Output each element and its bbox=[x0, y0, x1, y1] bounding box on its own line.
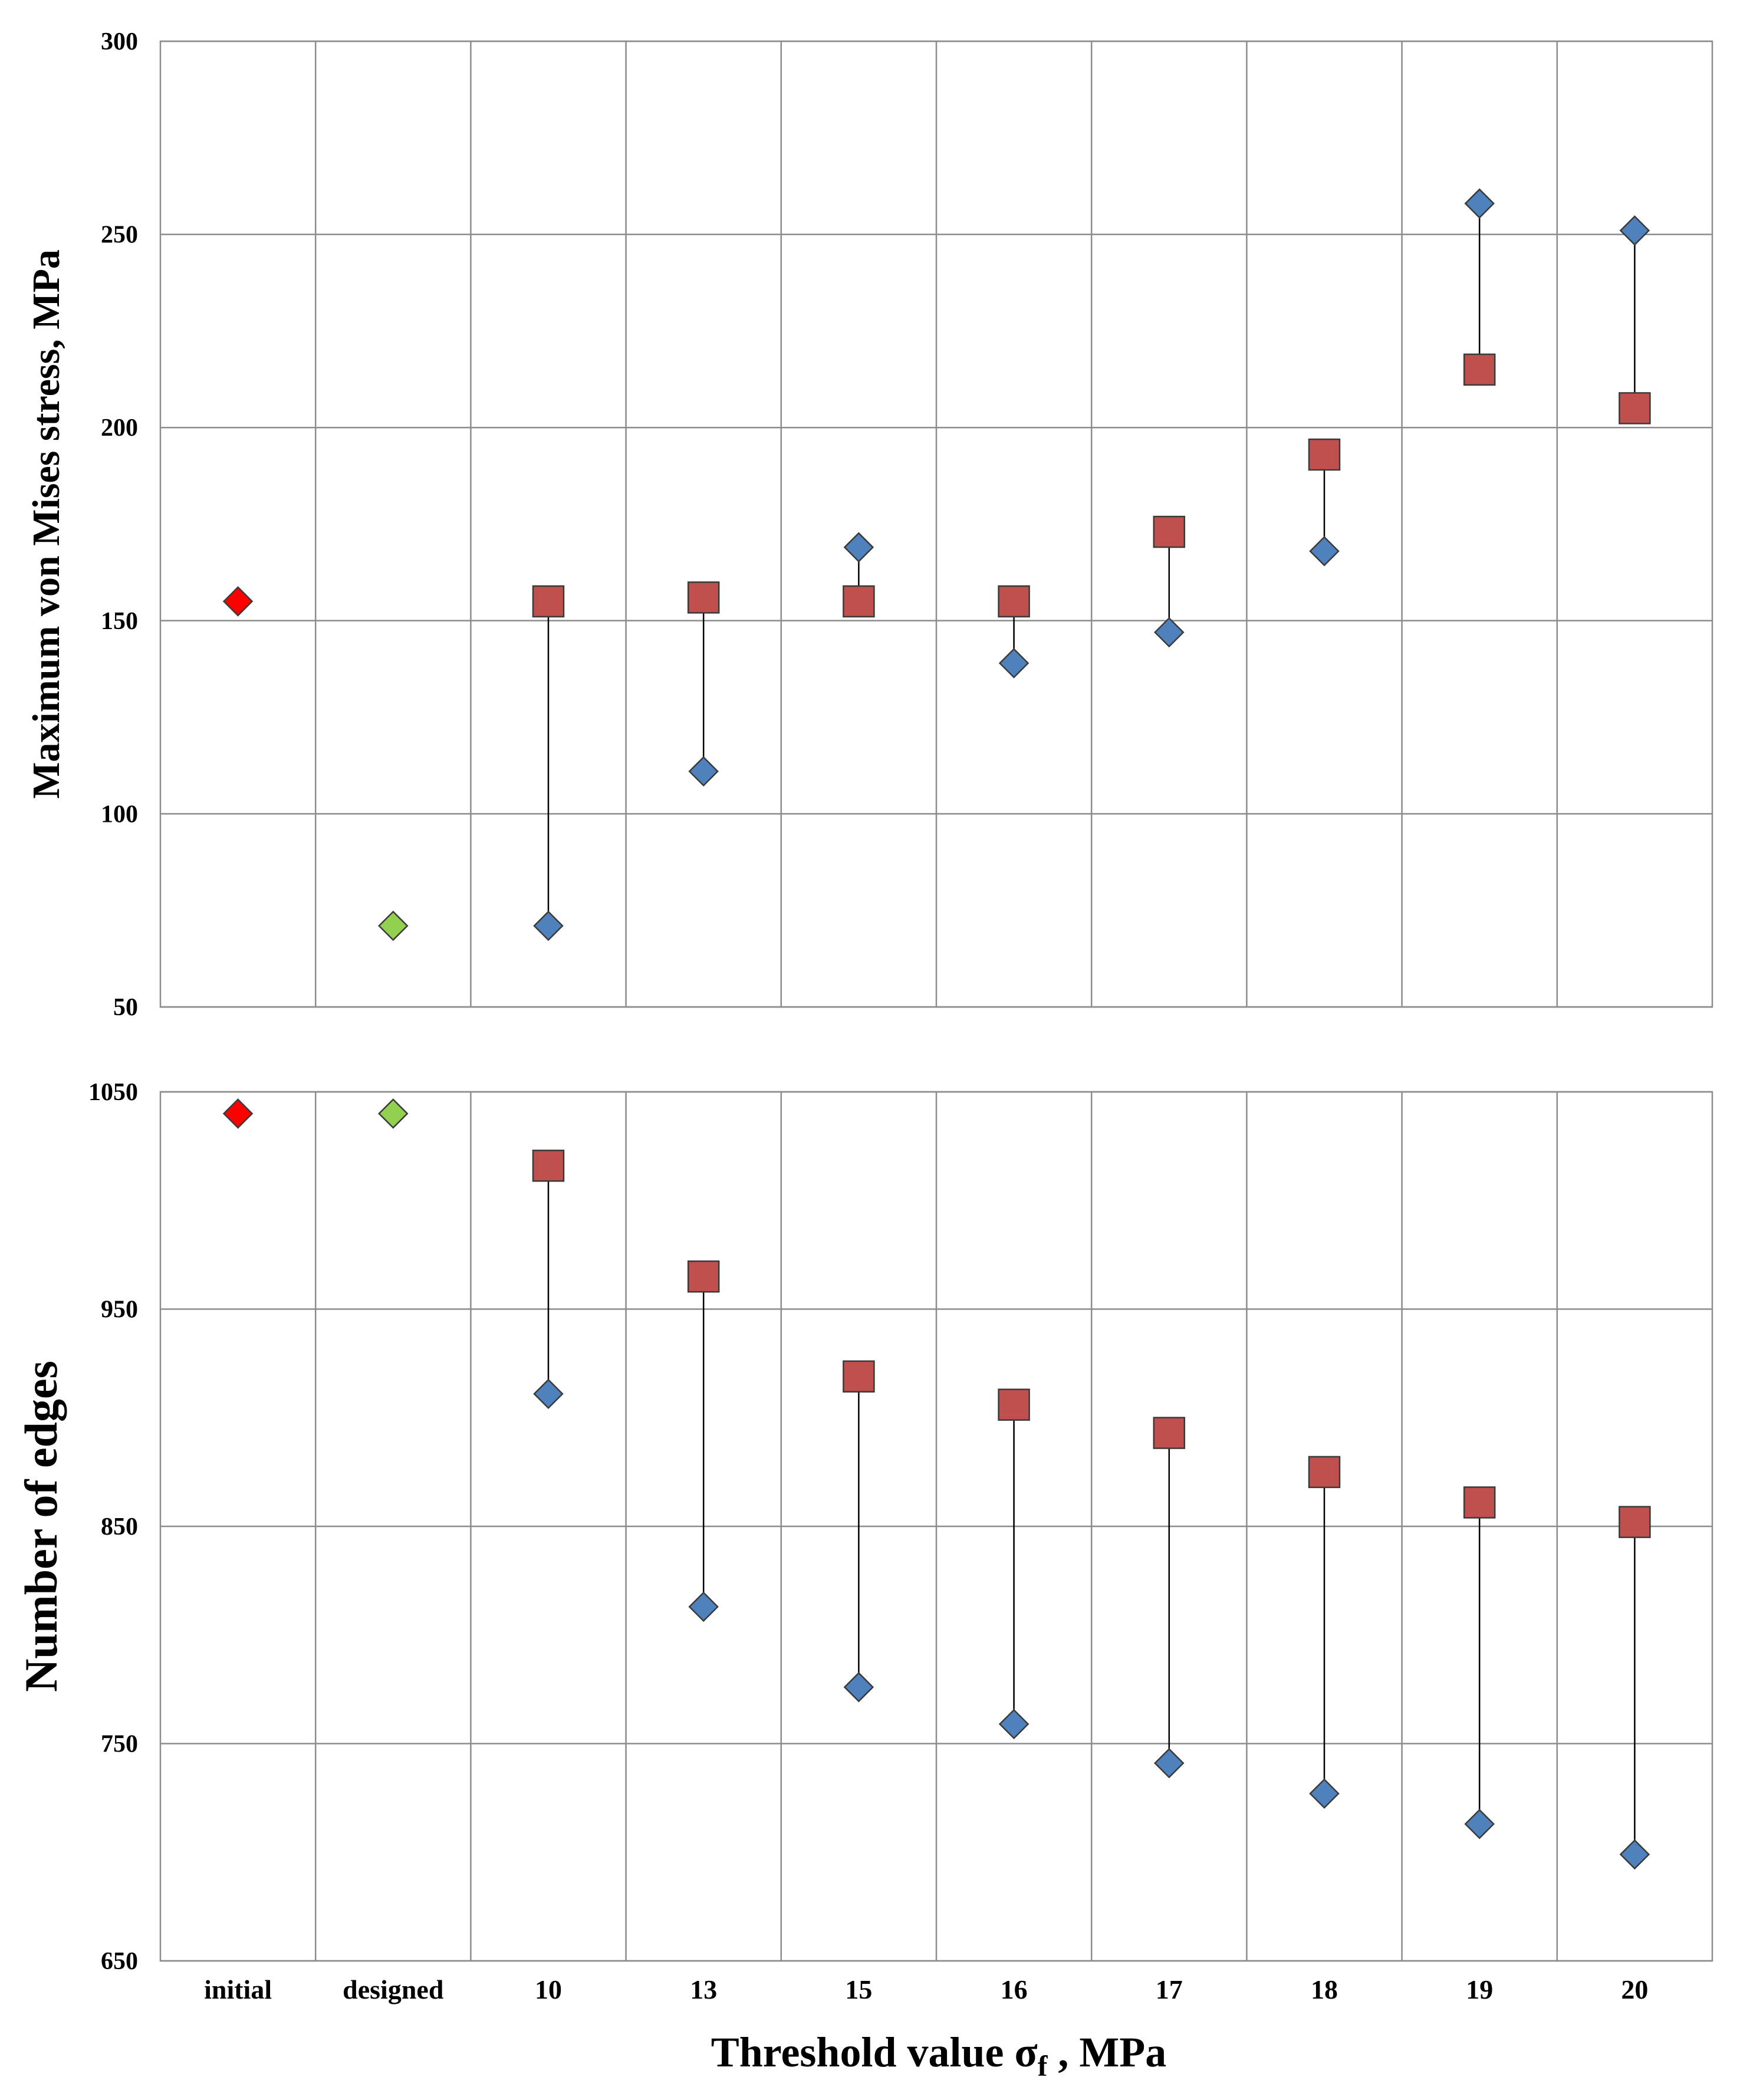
diamond-marker-13 bbox=[688, 756, 719, 787]
diamond-marker-16 bbox=[998, 648, 1029, 679]
diamond-marker-19 bbox=[1464, 1809, 1495, 1839]
x-tick-label-20: 20 bbox=[1621, 1974, 1648, 2004]
x-tick-label-initial: initial bbox=[204, 1974, 272, 2004]
square-marker-20 bbox=[1619, 1506, 1651, 1538]
x-axis-title-main: Threshold value σ bbox=[711, 2029, 1038, 2076]
x-tick-label-designed: designed bbox=[343, 1974, 444, 2004]
square-marker-20 bbox=[1619, 392, 1651, 424]
x-tick-label-19: 19 bbox=[1466, 1974, 1493, 2004]
x-tick-label-16: 16 bbox=[1001, 1974, 1028, 2004]
x-tick-label-13: 13 bbox=[690, 1974, 717, 2004]
y-tick-label-1050: 1050 bbox=[88, 1079, 138, 1106]
y-tick-label-300: 300 bbox=[101, 28, 138, 55]
square-marker-13 bbox=[687, 581, 720, 614]
x-tick-label-15: 15 bbox=[845, 1974, 872, 2004]
square-marker-18 bbox=[1308, 438, 1341, 471]
stress-panel: 50 100 150 200 250 300 Maximum von Mises stres… bbox=[25, 28, 1713, 1021]
y-tick-label-100: 100 bbox=[101, 801, 138, 828]
x-tick-label-17: 17 bbox=[1156, 1974, 1183, 2004]
diamond-marker-18 bbox=[1309, 1778, 1340, 1809]
diamond-marker-15 bbox=[843, 532, 874, 563]
diamond-marker-10 bbox=[533, 1378, 564, 1409]
initial-marker-stress bbox=[222, 586, 254, 617]
designed-marker-edges bbox=[378, 1098, 409, 1129]
diamond-marker-16 bbox=[998, 1709, 1029, 1740]
square-marker-10 bbox=[532, 585, 565, 618]
y-tick-label-950: 950 bbox=[101, 1296, 138, 1324]
y-tick-label-200: 200 bbox=[101, 414, 138, 442]
x-axis-title-suffix: , MPa bbox=[1047, 2029, 1166, 2076]
square-marker-17 bbox=[1153, 1417, 1186, 1449]
y-tick-label-150: 150 bbox=[101, 608, 138, 635]
square-marker-19 bbox=[1463, 353, 1496, 386]
square-marker-17 bbox=[1153, 515, 1186, 548]
y-tick-label-250: 250 bbox=[101, 222, 138, 249]
x-axis-title-subscript: f bbox=[1038, 2049, 1048, 2082]
plot-area bbox=[159, 1091, 1713, 1962]
initial-marker-edges bbox=[222, 1098, 254, 1129]
designed-marker-stress bbox=[378, 910, 409, 942]
x-tick-label-18: 18 bbox=[1311, 1974, 1338, 2004]
diamond-marker-19 bbox=[1464, 188, 1495, 219]
diamond-marker-15 bbox=[843, 1671, 874, 1703]
square-marker-16 bbox=[998, 585, 1030, 618]
plot-area bbox=[159, 40, 1713, 1008]
diamond-marker-13 bbox=[688, 1591, 719, 1622]
diamond-marker-18 bbox=[1309, 536, 1340, 567]
y-tick-label-50: 50 bbox=[113, 994, 138, 1021]
y-axis-title-edges: Number of edges bbox=[15, 1361, 67, 1692]
diamond-marker-20 bbox=[1619, 1839, 1650, 1870]
square-marker-18 bbox=[1308, 1456, 1341, 1489]
square-marker-13 bbox=[687, 1260, 720, 1293]
edges-panel: 650 750 850 950 1050 Number of edges bbox=[15, 1079, 1713, 1975]
y-tick-label-850: 850 bbox=[101, 1513, 138, 1541]
diamond-marker-17 bbox=[1154, 1747, 1185, 1779]
diamond-marker-17 bbox=[1154, 617, 1185, 648]
x-axis-tick-labels: initial designed 10 13 15 16 17 18 19 20 bbox=[204, 1974, 1648, 2004]
square-marker-15 bbox=[843, 1360, 875, 1393]
diamond-marker-20 bbox=[1619, 215, 1650, 246]
x-tick-label-10: 10 bbox=[535, 1974, 562, 2004]
y-axis-title-stress: Maximum von Mises stress, MPa bbox=[25, 249, 68, 799]
diamond-marker-10 bbox=[533, 910, 564, 942]
square-marker-15 bbox=[843, 585, 875, 618]
square-marker-19 bbox=[1463, 1486, 1496, 1519]
x-axis-title: Threshold value σf , MPa bbox=[711, 2029, 1167, 2082]
y-tick-label-650: 650 bbox=[101, 1948, 138, 1975]
y-tick-label-750: 750 bbox=[101, 1731, 138, 1758]
square-marker-16 bbox=[998, 1388, 1030, 1421]
square-marker-10 bbox=[532, 1150, 565, 1182]
